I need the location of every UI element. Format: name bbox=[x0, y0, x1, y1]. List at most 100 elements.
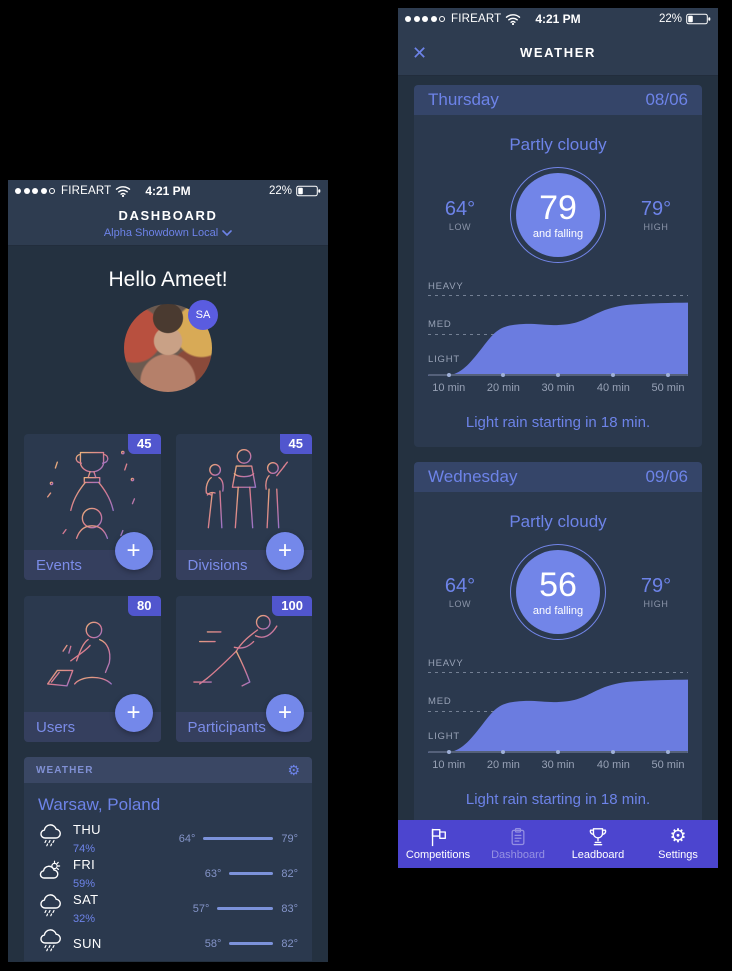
high-temp: 82° bbox=[281, 867, 298, 880]
forecast-card-body: Partly cloudy 64° LOW 56 and falling bbox=[414, 492, 702, 820]
y-axis-label-heavy: HEAVY bbox=[428, 658, 464, 669]
tick-dot bbox=[556, 373, 560, 377]
weather-settings-gear-icon[interactable]: ⚙ bbox=[287, 762, 300, 778]
status-bar: FIREART 4:21 PM 22% bbox=[398, 8, 718, 30]
tick-dot bbox=[665, 750, 670, 754]
current-temp-circle: 56 and falling bbox=[510, 544, 606, 640]
weather-precip: 32% bbox=[73, 912, 96, 925]
temp-range-bar bbox=[229, 872, 274, 875]
tab-settings[interactable]: ⚙ Settings bbox=[638, 820, 718, 868]
current-temp-circle: 79 and falling bbox=[510, 167, 606, 263]
tab-label: Leadboard bbox=[571, 849, 625, 861]
tick-dot bbox=[446, 750, 451, 754]
low-temp: 57° bbox=[192, 902, 210, 915]
rain-note: Light rain starting in 18 min. bbox=[465, 414, 651, 431]
low-temp: 58° bbox=[204, 937, 222, 950]
close-icon[interactable]: ✕ bbox=[412, 42, 428, 63]
x-tick-label: 50 min bbox=[651, 759, 685, 771]
tab-label: Settings bbox=[658, 849, 698, 861]
greeting-text: Hello Ameet! bbox=[108, 268, 228, 291]
weather-day: SAT bbox=[73, 891, 99, 907]
tab-dashboard[interactable]: Dashboard bbox=[478, 820, 558, 868]
weather-row-fri[interactable]: FRI 59% 63° 82° bbox=[24, 856, 312, 891]
clipboard-icon bbox=[511, 828, 525, 846]
status-bar: FIREART 4:21 PM 22% bbox=[8, 180, 328, 202]
high-temp: 79° bbox=[281, 832, 298, 845]
rain-intensity-chart: HEAVY MED LIGHT bbox=[428, 656, 688, 754]
card-label-bar: Participants bbox=[175, 712, 312, 742]
y-axis-label-med: MED bbox=[428, 696, 452, 707]
condition-text: Partly cloudy bbox=[509, 512, 607, 531]
clock: 4:21 PM bbox=[535, 12, 581, 26]
wifi-icon bbox=[506, 14, 521, 25]
tab-competitions[interactable]: Competitions bbox=[398, 820, 478, 868]
low-temp-value: 64° bbox=[444, 575, 476, 597]
cloud-rain-icon bbox=[38, 894, 64, 923]
flag-icon bbox=[431, 828, 446, 847]
runner-illustration bbox=[176, 600, 313, 712]
weather-panel: WEATHER ⚙ Warsaw, Poland THU 74% 64° 79° F… bbox=[24, 757, 312, 961]
forecast-day-name: Thursday bbox=[428, 90, 499, 109]
card-participants[interactable]: 100 Participants + bbox=[175, 596, 313, 742]
low-temp-label: LOW bbox=[448, 222, 472, 232]
signal-strength-icon bbox=[405, 16, 445, 22]
high-temp-block: 79° HIGH bbox=[620, 575, 692, 609]
x-tick-label: 20 min bbox=[486, 759, 520, 771]
low-temp-block: 64° LOW bbox=[424, 198, 496, 232]
trophy-winner-illustration bbox=[24, 438, 161, 550]
competition-selector-label: Alpha Showdown Local bbox=[103, 227, 219, 239]
card-divisions[interactable]: 45 Divisions + bbox=[175, 434, 313, 580]
weather-row-sun[interactable]: SUN 58° 82° bbox=[24, 926, 312, 961]
low-temp: 63° bbox=[204, 867, 222, 880]
current-temp-value: 79 bbox=[539, 188, 577, 227]
high-temp-block: 79° HIGH bbox=[620, 198, 692, 232]
low-temp-value: 64° bbox=[444, 198, 476, 220]
carrier-label: FIREART bbox=[451, 13, 502, 25]
rain-area-series bbox=[428, 302, 688, 376]
add-user-button[interactable]: + bbox=[114, 694, 153, 732]
trophy-icon bbox=[589, 828, 607, 846]
weather-location: Warsaw, Poland bbox=[38, 795, 161, 814]
high-temp: 83° bbox=[281, 902, 298, 915]
forecast-card-wednesday: Wednesday 09/06 Partly cloudy 64° LOW 56 bbox=[414, 462, 702, 820]
three-people-illustration bbox=[176, 438, 313, 550]
signal-carrier: FIREART bbox=[15, 185, 269, 197]
dashboard-body: Hello Ameet! SA 45 Events + 45 bbox=[8, 246, 328, 962]
low-temp-label: LOW bbox=[448, 599, 472, 609]
competition-selector[interactable]: Alpha Showdown Local bbox=[104, 227, 232, 239]
weather-day: THU bbox=[73, 821, 101, 837]
nav-bar: ✕ WEATHER bbox=[398, 30, 718, 76]
battery-icon bbox=[296, 185, 321, 197]
card-users[interactable]: 80 Users + bbox=[24, 596, 161, 742]
stat-cards-grid: 45 Events + 45 Divisions + 80 bbox=[24, 434, 312, 742]
participants-count-badge: 100 bbox=[272, 596, 312, 616]
temp-range-bar bbox=[229, 942, 274, 945]
y-axis-label-light: LIGHT bbox=[428, 354, 460, 365]
card-label: Users bbox=[36, 718, 76, 736]
add-participant-button[interactable]: + bbox=[266, 694, 304, 732]
add-event-button[interactable]: + bbox=[114, 532, 153, 570]
card-events[interactable]: 45 Events + bbox=[24, 434, 161, 580]
x-axis-labels: 10 min 20 min 30 min 40 min 50 min bbox=[428, 759, 688, 777]
tab-leadboard[interactable]: Leadboard bbox=[558, 820, 638, 868]
tick-dot bbox=[556, 750, 560, 754]
low-temp-block: 64° LOW bbox=[424, 575, 496, 609]
temp-range-bar bbox=[203, 837, 274, 840]
temp-trend-label: and falling bbox=[532, 604, 584, 617]
forecast-date: 09/06 bbox=[645, 467, 688, 486]
weather-day: SUN bbox=[73, 935, 102, 951]
x-tick-label: 50 min bbox=[651, 382, 685, 394]
tick-dot bbox=[446, 373, 451, 377]
temperature-row: 64° LOW 79 and falling 79° HIGH bbox=[414, 167, 702, 263]
add-division-button[interactable]: + bbox=[266, 532, 304, 570]
x-axis-labels: 10 min 20 min 30 min 40 min 50 min bbox=[428, 382, 688, 400]
x-tick-label: 40 min bbox=[596, 759, 630, 771]
card-label: Divisions bbox=[187, 556, 248, 574]
weather-row-sat[interactable]: SAT 32% 57° 83° bbox=[24, 891, 312, 926]
forecast-day-name: Wednesday bbox=[428, 467, 518, 486]
tick-dot bbox=[611, 750, 616, 754]
wifi-icon bbox=[116, 186, 131, 197]
card-label: Participants bbox=[187, 718, 266, 736]
cloud-rain-icon bbox=[38, 929, 64, 958]
weather-row-thu[interactable]: THU 74% 64° 79° bbox=[24, 821, 312, 856]
